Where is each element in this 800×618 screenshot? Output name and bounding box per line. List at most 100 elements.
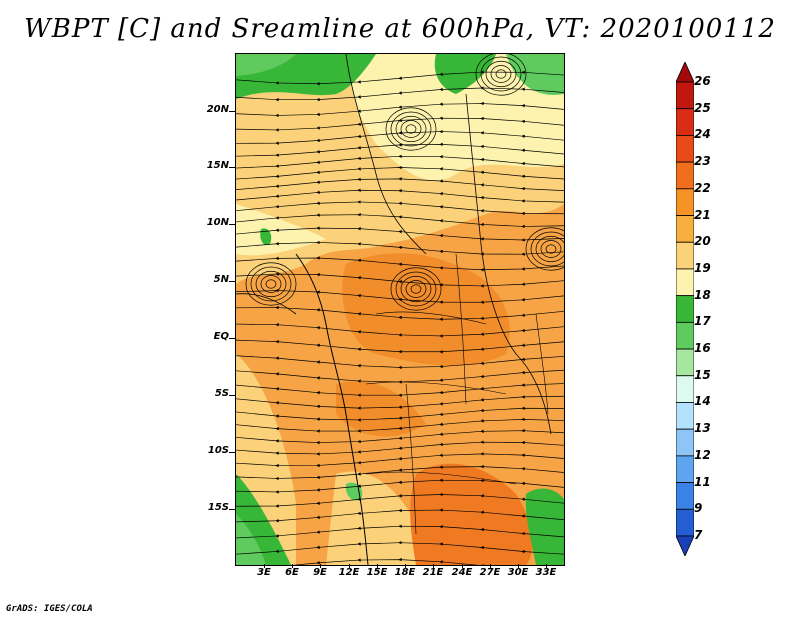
colorbar-level-label: 19 [694, 260, 711, 275]
streamline [236, 272, 564, 288]
streamline [236, 226, 564, 242]
lon-tick-mark [462, 564, 463, 568]
vortex-ring [395, 115, 427, 143]
colorbar-bin [676, 508, 694, 537]
streamline [236, 492, 564, 508]
colorbar-bin [676, 348, 694, 377]
lat-tick-mark [229, 167, 235, 168]
colorbar-bin [676, 321, 694, 350]
lat-tick-label: 15N [206, 160, 229, 171]
colorbar-level-label: 13 [694, 421, 711, 436]
colorbar-bin [676, 135, 694, 163]
colorbar-bin [676, 402, 694, 430]
colorbar-level-label: 12 [694, 447, 711, 462]
lat-tick-label: 5N [213, 274, 229, 285]
vortex-ring [475, 54, 527, 96]
colorbar-bottom-arrow [676, 535, 694, 556]
streamline [236, 339, 564, 354]
streamline [236, 355, 564, 370]
map-panel [235, 53, 565, 566]
vortex-ring [265, 279, 277, 289]
lon-tick-mark [518, 564, 519, 568]
vortex-ring [250, 266, 292, 302]
lon-tick-label: 9E [313, 567, 327, 578]
lat-tick-mark [229, 111, 235, 112]
lat-tick-mark [229, 395, 235, 396]
lon-tick-label: 12E [338, 567, 360, 578]
streamline [236, 369, 564, 384]
colorbar-level-label: 18 [694, 287, 711, 302]
vortex-ring [245, 262, 297, 306]
vortex-ring [260, 275, 282, 293]
credit-text: GrADS: IGES/COLA [6, 604, 93, 614]
colorbar-level-label: 15 [694, 367, 711, 382]
lat-tick-mark [229, 509, 235, 510]
streamline [236, 540, 564, 555]
colorbar-level-label: 26 [694, 74, 711, 88]
vortex-ring [525, 227, 564, 271]
lon-tick-label: 30E [507, 567, 529, 578]
streamline [236, 142, 564, 157]
lon-tick-label: 6E [285, 567, 299, 578]
colorbar-bin [676, 161, 694, 190]
color-scale-bar [676, 62, 694, 556]
streamline [236, 256, 564, 272]
colorbar-level-label: 21 [694, 207, 711, 222]
lon-tick-mark [320, 564, 321, 568]
vortex-ring [495, 69, 507, 79]
lon-tick-mark [546, 564, 547, 568]
colorbar-level-label: 14 [694, 394, 711, 409]
lon-tick-label: 18E [394, 567, 416, 578]
streamline [236, 101, 564, 118]
lat-tick-label: EQ [213, 331, 229, 342]
vortex-ring [255, 270, 287, 298]
lon-tick-label: 3E [257, 567, 271, 578]
streamline [236, 305, 564, 322]
colorbar-level-label: 7 [694, 528, 703, 542]
vortex-ring [480, 56, 522, 92]
lat-tick-mark [229, 281, 235, 282]
colorbar-bin [676, 482, 694, 510]
streamline [236, 212, 564, 229]
lat-tick-mark [229, 338, 235, 339]
lon-tick-mark [405, 564, 406, 568]
streamline [236, 177, 564, 191]
colorbar-bin [676, 215, 694, 243]
streamline [236, 524, 564, 539]
streamline [236, 70, 564, 86]
lon-tick-mark [433, 564, 434, 568]
streamline [236, 165, 564, 180]
colorbar-bin [676, 455, 694, 483]
streamline [236, 154, 564, 169]
lon-tick-label: 33E [535, 567, 557, 578]
lon-tick-mark [490, 564, 491, 568]
vortex-ring [385, 107, 437, 151]
vortex-ring [530, 231, 564, 267]
colorbar-level-label: 9 [694, 501, 703, 516]
vortex-ring [400, 120, 422, 138]
lat-tick-label: 5S [214, 388, 229, 399]
streamline [236, 464, 564, 481]
streamline [236, 86, 564, 102]
vortex-ring [410, 284, 422, 294]
colorbar-level-label: 11 [694, 474, 711, 489]
streamline [236, 508, 564, 523]
lat-tick-mark [229, 452, 235, 453]
lat-tick-label: 20N [206, 104, 229, 115]
lat-tick-label: 10S [207, 445, 229, 456]
colorbar-level-label: 17 [694, 314, 711, 329]
streamline [236, 200, 564, 216]
vortex-ring [545, 244, 557, 254]
colorbar-bin [676, 375, 694, 403]
streamline [236, 240, 564, 256]
lon-tick-label: 21E [422, 567, 444, 578]
vortex-ring [485, 60, 517, 88]
colorbar-bin [676, 81, 694, 110]
vortex-ring [490, 65, 512, 83]
colorbar-bin [676, 188, 694, 216]
streamline [236, 478, 564, 494]
colorbar-bin [676, 295, 694, 323]
colorbar-level-label: 16 [694, 341, 711, 356]
vortex-ring [395, 271, 437, 307]
colorbar-level-label: 23 [694, 154, 711, 169]
